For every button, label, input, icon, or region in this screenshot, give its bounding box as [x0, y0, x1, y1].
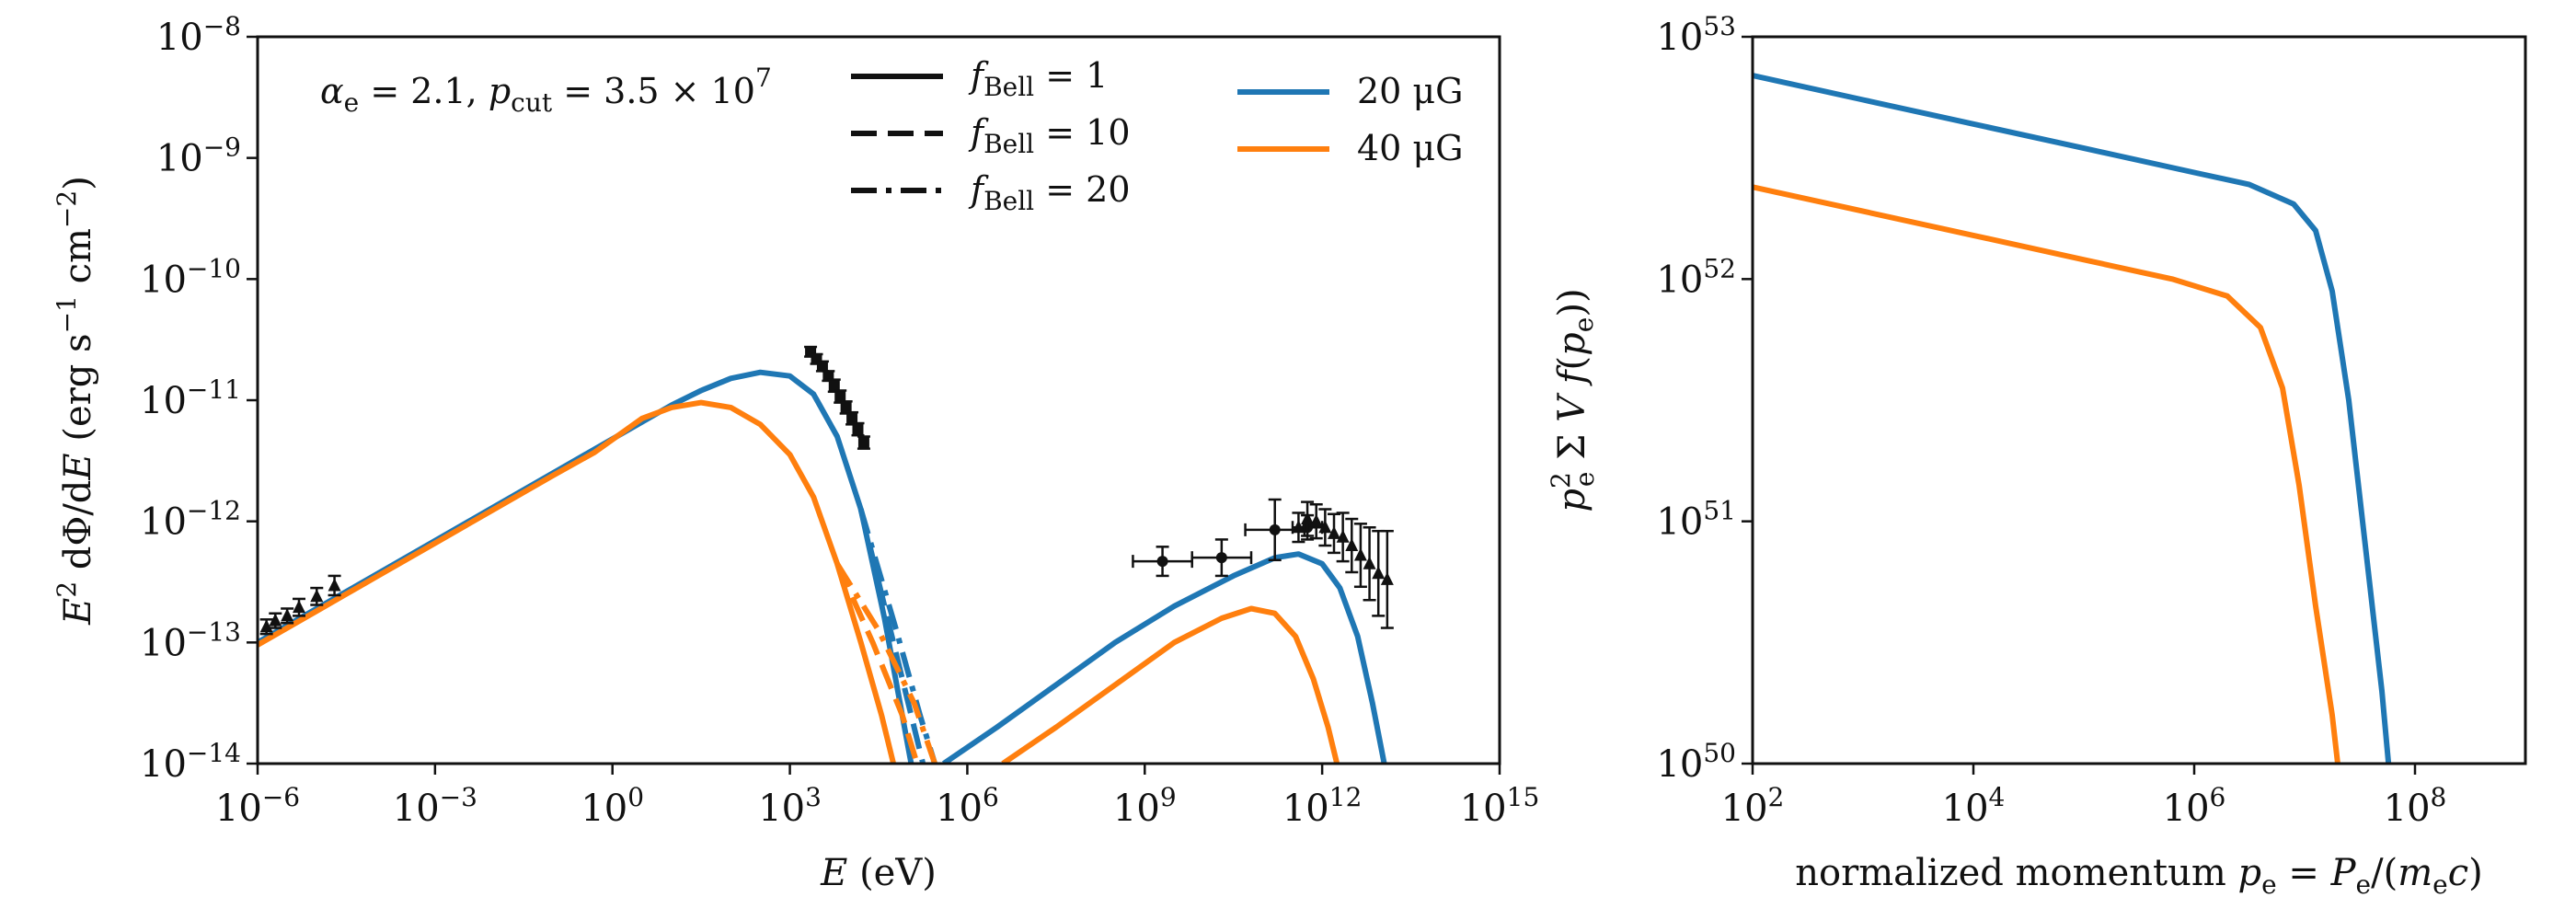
data-point: [1318, 520, 1332, 534]
y-tick-label: 10−14: [140, 738, 241, 786]
right-curves: [1753, 73, 2392, 764]
series-line-7: [834, 562, 937, 764]
data-point: [1292, 520, 1305, 534]
legend-color-label: 20 μG: [1357, 71, 1463, 111]
x-tick-label: 1015: [1460, 782, 1540, 830]
right-plot-area: [1753, 37, 2525, 764]
series-line-3: [1001, 605, 1340, 764]
y-tick-label: 10−12: [140, 496, 241, 544]
y-tick-label: 1050: [1656, 738, 1736, 786]
right-panel: 102 104 106 108 1050 1051 1052 1053 normalized …: [1546, 11, 2527, 900]
data-point: [816, 361, 828, 373]
data-point: [310, 589, 324, 603]
legend-colors: 20 μG 40 μG: [1237, 71, 1463, 168]
x-tick-label: 106: [936, 782, 999, 830]
x-tick-label: 10−6: [215, 782, 300, 830]
annotation: αe = 2.1, pcut = 3.5 × 107: [320, 63, 772, 118]
series-line-6: [834, 562, 920, 764]
data-point: [852, 423, 864, 435]
data-point: [1269, 523, 1281, 535]
data-point: [1345, 538, 1359, 551]
left-ticks: 10−6 10−3 100 103 106 109 1012 1015 10−14 10−13 10…: [140, 11, 1539, 830]
y-tick-label: 1051: [1656, 496, 1736, 544]
data-point: [857, 437, 869, 449]
data-point: [1309, 513, 1323, 527]
data-point: [1336, 529, 1350, 543]
data-point: [1301, 512, 1315, 525]
data-point: [1328, 525, 1340, 539]
x-tick-label: 109: [1113, 782, 1177, 830]
left-panel: 10−6 10−3 100 103 106 109 1012 1015 10−14 10−13 10…: [52, 11, 1539, 894]
y-tick-label: 10−9: [156, 132, 241, 180]
y-tick-label: 10−10: [140, 253, 241, 301]
data-point: [281, 608, 294, 622]
data-point: [269, 613, 282, 627]
x-tick-label: 1012: [1282, 782, 1363, 830]
left-x-axis-label: E (eV): [820, 852, 937, 894]
data-point: [293, 600, 305, 614]
x-tick-label: 103: [758, 782, 822, 830]
data-point: [1380, 571, 1394, 585]
left-data-points: [259, 345, 1394, 636]
data-point: [828, 380, 840, 392]
y-tick-label: 1052: [1656, 253, 1736, 301]
x-tick-label: 108: [2384, 782, 2447, 830]
data-point: [840, 401, 852, 413]
x-tick-label: 102: [1721, 782, 1785, 830]
y-tick-label: 1053: [1656, 11, 1736, 59]
data-point: [1353, 547, 1367, 561]
data-point: [1372, 566, 1386, 580]
data-point: [834, 391, 846, 403]
series-line-1: [1753, 184, 2340, 764]
y-tick-label: 10−8: [156, 11, 241, 59]
legend-label: fBell = 1: [968, 55, 1108, 102]
data-point: [1363, 556, 1376, 569]
x-tick-label: 100: [581, 782, 644, 830]
x-tick-label: 106: [2163, 782, 2226, 830]
left-plot-area: [258, 37, 1500, 764]
series-line-5: [857, 508, 937, 764]
data-point: [328, 578, 341, 592]
right-x-axis-label: normalized momentum pe = Pe/(mec): [1795, 852, 2483, 900]
right-y-axis-label: p2e Σ V f(pe)): [1546, 288, 1600, 512]
right-ticks: 102 104 106 108 1050 1051 1052 1053: [1656, 11, 2446, 830]
legend-color-label: 40 μG: [1357, 128, 1463, 168]
series-line-4: [857, 508, 926, 764]
left-y-axis-label: E2 dΦ/dE (erg s−1 cm−2): [52, 176, 99, 626]
y-tick-label: 10−13: [140, 616, 241, 664]
x-tick-label: 10−3: [393, 782, 477, 830]
data-point: [1215, 552, 1227, 564]
data-point: [1156, 556, 1168, 568]
series-line-0: [1753, 73, 2392, 764]
data-point: [846, 412, 858, 424]
y-tick-label: 10−11: [140, 374, 241, 422]
right-axes-frame: [1751, 35, 2527, 765]
x-tick-label: 104: [1942, 782, 2006, 830]
